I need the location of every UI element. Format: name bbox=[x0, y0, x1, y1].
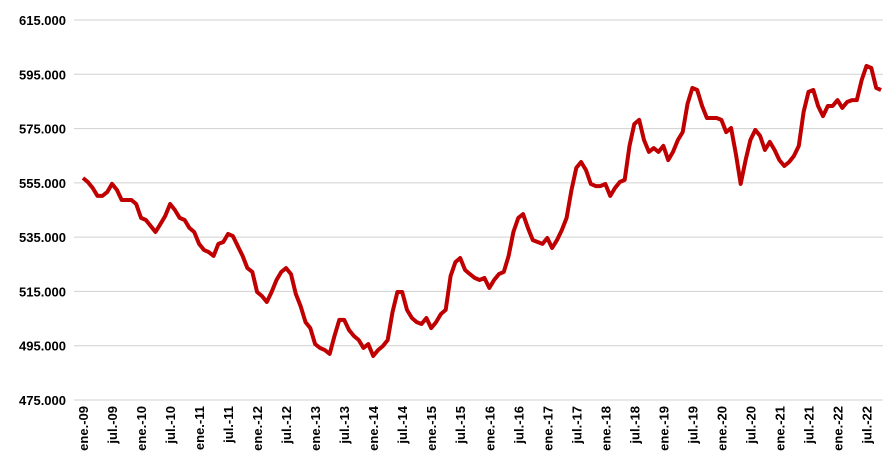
x-tick-label: ene.-15 bbox=[424, 406, 439, 451]
x-tick-label: jul.-13 bbox=[337, 406, 352, 445]
x-tick-label: jul.-17 bbox=[569, 406, 584, 445]
x-tick-label: ene.-16 bbox=[482, 406, 497, 451]
x-tick-label: jul.-14 bbox=[395, 405, 410, 444]
x-tick-label: jul.-22 bbox=[859, 406, 874, 445]
x-tick-label: jul.-20 bbox=[743, 406, 758, 445]
x-tick-label: ene.-14 bbox=[366, 405, 381, 451]
x-tick-label: ene.-19 bbox=[656, 406, 671, 451]
x-tick-label: ene.-11 bbox=[192, 406, 207, 450]
y-tick-label: 595.000 bbox=[19, 67, 66, 82]
x-tick-label: jul.-12 bbox=[279, 406, 294, 445]
x-tick-label: jul.-09 bbox=[105, 406, 120, 445]
x-tick-label: ene.-20 bbox=[714, 406, 729, 451]
x-tick-label: ene.-18 bbox=[598, 406, 613, 451]
x-tick-label: ene.-10 bbox=[134, 406, 149, 451]
y-tick-label: 555.000 bbox=[19, 176, 66, 191]
x-tick-label: ene.-22 bbox=[830, 406, 845, 451]
y-tick-label: 495.000 bbox=[19, 339, 66, 354]
y-tick-label: 515.000 bbox=[19, 284, 66, 299]
y-tick-label: 535.000 bbox=[19, 230, 66, 245]
y-tick-label: 575.000 bbox=[19, 122, 66, 137]
x-tick-label: ene.-12 bbox=[250, 406, 265, 451]
y-tick-label: 475.000 bbox=[19, 393, 66, 408]
x-tick-label: jul.-15 bbox=[453, 406, 468, 445]
x-tick-label: jul.-18 bbox=[627, 406, 642, 445]
x-tick-label: jul.-11 bbox=[221, 406, 236, 444]
x-tick-label: jul.-16 bbox=[511, 406, 526, 445]
x-tick-label: jul.-10 bbox=[163, 406, 178, 445]
x-tick-label: ene.-21 bbox=[772, 406, 787, 451]
x-tick-label: ene.-09 bbox=[76, 406, 91, 451]
line-series bbox=[81, 63, 882, 358]
x-tick-label: ene.-17 bbox=[540, 406, 555, 451]
y-tick-label: 615.000 bbox=[19, 13, 66, 28]
x-tick-label: jul.-21 bbox=[801, 406, 816, 445]
x-tick-label: ene.-13 bbox=[308, 406, 323, 451]
x-tick-label: jul.-19 bbox=[685, 406, 700, 445]
